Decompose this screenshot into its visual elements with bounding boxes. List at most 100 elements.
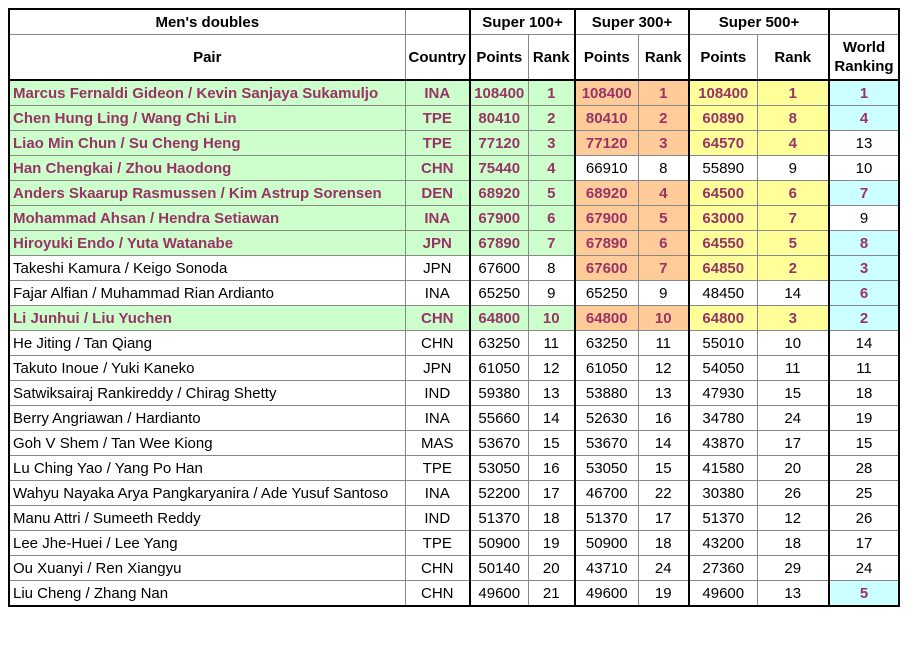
world-ranking-cell: 19 bbox=[828, 405, 900, 431]
rank-cell: 3 bbox=[637, 130, 690, 156]
rank-cell: 14 bbox=[527, 405, 576, 431]
points-cell: 53050 bbox=[574, 455, 639, 481]
pair-cell: Hiroyuki Endo / Yuta Watanabe bbox=[8, 230, 406, 256]
points-cell: 63250 bbox=[574, 330, 639, 356]
table-body: Marcus Fernaldi Gideon / Kevin Sanjaya S… bbox=[8, 79, 900, 607]
header-blank bbox=[828, 8, 900, 35]
table-row: Chen Hung Ling / Wang Chi Lin TPE 80410 2 80… bbox=[8, 105, 900, 131]
points-cell: 59380 bbox=[469, 380, 529, 406]
points-cell: 48450 bbox=[688, 280, 758, 306]
points-cell: 43710 bbox=[574, 555, 639, 581]
points-cell: 53670 bbox=[574, 430, 639, 456]
points-cell: 53880 bbox=[574, 380, 639, 406]
table-row: Ou Xuanyi / Ren Xiangyu CHN 50140 20 43710 24… bbox=[8, 555, 900, 581]
world-ranking-cell: 10 bbox=[828, 155, 900, 181]
points-cell: 75440 bbox=[469, 155, 529, 181]
rank-cell: 17 bbox=[756, 430, 830, 456]
rank-cell: 10 bbox=[637, 305, 690, 331]
table-row: Marcus Fernaldi Gideon / Kevin Sanjaya S… bbox=[8, 79, 900, 106]
rank-cell: 8 bbox=[637, 155, 690, 181]
rank-cell: 24 bbox=[756, 405, 830, 431]
rank-cell: 15 bbox=[637, 455, 690, 481]
world-ranking-cell: 11 bbox=[828, 355, 900, 381]
pair-cell: Takeshi Kamura / Keigo Sonoda bbox=[8, 255, 406, 281]
points-cell: 50900 bbox=[469, 530, 529, 556]
world-ranking-cell: 25 bbox=[828, 480, 900, 506]
points-cell: 49600 bbox=[469, 580, 529, 607]
country-cell: DEN bbox=[404, 180, 471, 206]
country-cell: CHN bbox=[404, 330, 471, 356]
rank-cell: 19 bbox=[527, 530, 576, 556]
column-header: Points bbox=[574, 34, 639, 81]
country-cell: CHN bbox=[404, 305, 471, 331]
points-cell: 55890 bbox=[688, 155, 758, 181]
points-cell: 51370 bbox=[469, 505, 529, 531]
points-cell: 65250 bbox=[574, 280, 639, 306]
country-cell: TPE bbox=[404, 530, 471, 556]
rank-cell: 2 bbox=[637, 105, 690, 131]
points-cell: 67600 bbox=[574, 255, 639, 281]
rank-cell: 9 bbox=[756, 155, 830, 181]
table-row: Manu Attri / Sumeeth Reddy IND 51370 18 5137… bbox=[8, 505, 900, 531]
points-cell: 61050 bbox=[469, 355, 529, 381]
points-cell: 64800 bbox=[469, 305, 529, 331]
table-row: Mohammad Ahsan / Hendra Setiawan INA 67900… bbox=[8, 205, 900, 231]
rank-cell: 1 bbox=[637, 79, 690, 106]
points-cell: 67890 bbox=[469, 230, 529, 256]
pair-cell: Takuto Inoue / Yuki Kaneko bbox=[8, 355, 406, 381]
rank-cell: 5 bbox=[637, 205, 690, 231]
rank-cell: 10 bbox=[527, 305, 576, 331]
rank-cell: 4 bbox=[527, 155, 576, 181]
rank-cell: 3 bbox=[756, 305, 830, 331]
header-row: Pair Country Points Rank Points Rank Poi… bbox=[8, 34, 900, 81]
points-cell: 41580 bbox=[688, 455, 758, 481]
rank-cell: 18 bbox=[756, 530, 830, 556]
pair-cell: Anders Skaarup Rasmussen / Kim Astrup So… bbox=[8, 180, 406, 206]
rank-cell: 13 bbox=[527, 380, 576, 406]
rank-cell: 11 bbox=[637, 330, 690, 356]
world-ranking-cell: 2 bbox=[828, 305, 900, 331]
rank-cell: 9 bbox=[527, 280, 576, 306]
rank-cell: 2 bbox=[756, 255, 830, 281]
pair-cell: Liu Cheng / Zhang Nan bbox=[8, 580, 406, 607]
table-row: Han Chengkai / Zhou Haodong CHN 75440 4 6691… bbox=[8, 155, 900, 181]
pair-cell: Ou Xuanyi / Ren Xiangyu bbox=[8, 555, 406, 581]
pair-cell: Berry Angriawan / Hardianto bbox=[8, 405, 406, 431]
world-ranking-cell: 14 bbox=[828, 330, 900, 356]
table-row: Anders Skaarup Rasmussen / Kim Astrup So… bbox=[8, 180, 900, 206]
rank-cell: 7 bbox=[637, 255, 690, 281]
pair-cell: Lee Jhe-Huei / Lee Yang bbox=[8, 530, 406, 556]
group-header: Super 100+ bbox=[469, 8, 576, 35]
points-cell: 80410 bbox=[469, 105, 529, 131]
country-cell: INA bbox=[404, 480, 471, 506]
column-header: Pair bbox=[8, 34, 406, 81]
rank-cell: 17 bbox=[637, 505, 690, 531]
table-row: Satwiksairaj Rankireddy / Chirag Shetty I… bbox=[8, 380, 900, 406]
world-ranking-cell: 6 bbox=[828, 280, 900, 306]
points-cell: 77120 bbox=[574, 130, 639, 156]
points-cell: 50900 bbox=[574, 530, 639, 556]
table-header: Men's doubles Super 100+ Super 300+ Supe… bbox=[8, 8, 900, 81]
points-cell: 61050 bbox=[574, 355, 639, 381]
points-cell: 67890 bbox=[574, 230, 639, 256]
rank-cell: 2 bbox=[527, 105, 576, 131]
country-cell: JPN bbox=[404, 355, 471, 381]
points-cell: 64550 bbox=[688, 230, 758, 256]
country-cell: JPN bbox=[404, 230, 471, 256]
rank-cell: 18 bbox=[637, 530, 690, 556]
world-ranking-cell: 5 bbox=[828, 580, 900, 607]
rank-cell: 5 bbox=[527, 180, 576, 206]
world-ranking-cell: 17 bbox=[828, 530, 900, 556]
rank-cell: 11 bbox=[756, 355, 830, 381]
column-header: Points bbox=[688, 34, 758, 81]
world-ranking-cell: 8 bbox=[828, 230, 900, 256]
column-header: Points bbox=[469, 34, 529, 81]
rank-cell: 9 bbox=[637, 280, 690, 306]
group-header: Super 300+ bbox=[574, 8, 690, 35]
points-cell: 50140 bbox=[469, 555, 529, 581]
table-row: Lee Jhe-Huei / Lee Yang TPE 50900 19 50900 18… bbox=[8, 530, 900, 556]
country-cell: TPE bbox=[404, 105, 471, 131]
rank-cell: 7 bbox=[527, 230, 576, 256]
rank-cell: 24 bbox=[637, 555, 690, 581]
